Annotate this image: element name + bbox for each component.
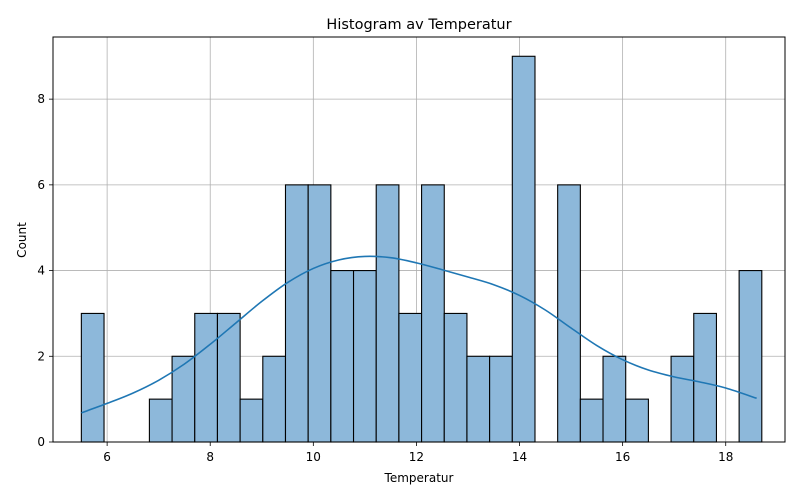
- kde-curve-layer: [81, 255, 757, 414]
- histogram-bar: [80, 312, 105, 443]
- histogram-bar: [216, 312, 241, 443]
- x-tick-label: 8: [206, 450, 214, 464]
- y-tick-label: 2: [37, 349, 45, 363]
- histogram-bars: [80, 55, 763, 443]
- y-tick-label: 0: [37, 435, 45, 449]
- histogram-bar: [511, 55, 536, 443]
- histogram-bar: [239, 398, 264, 443]
- histogram-bar: [421, 184, 445, 443]
- x-tick-label: 18: [718, 450, 733, 464]
- histogram-bar: [670, 355, 695, 443]
- histogram-bar: [375, 184, 400, 443]
- chart-title: Histogram av Temperatur: [326, 17, 511, 33]
- histogram-bar: [466, 355, 491, 443]
- histogram-bar: [489, 355, 513, 443]
- x-tick-label: 14: [512, 450, 527, 464]
- histogram-bar: [738, 270, 763, 443]
- histogram-bar: [398, 312, 423, 443]
- x-tick-label: 10: [306, 450, 321, 464]
- x-axis-label: Temperatur: [384, 471, 454, 485]
- histogram-bar: [693, 312, 717, 443]
- histogram-bar: [625, 398, 649, 443]
- y-axis-label: Count: [15, 222, 29, 258]
- histogram-bar: [262, 355, 287, 443]
- x-axis-ticks: 6 8 10 12 14 16 18: [103, 442, 733, 464]
- plot-frame: [52, 36, 786, 443]
- x-tick-label: 16: [615, 450, 630, 464]
- histogram-bar: [602, 355, 627, 443]
- histogram-bar: [352, 270, 377, 443]
- y-tick-label: 8: [37, 92, 45, 106]
- histogram-bar: [284, 184, 309, 443]
- histogram-bar: [148, 398, 173, 443]
- histogram-bar: [307, 184, 332, 443]
- y-tick-label: 6: [37, 178, 45, 192]
- histogram-bar: [557, 184, 581, 443]
- y-tick-label: 4: [37, 264, 45, 278]
- histogram-bar: [579, 398, 604, 443]
- x-tick-label: 12: [409, 450, 424, 464]
- x-tick-label: 6: [103, 450, 111, 464]
- histogram-bar: [194, 312, 218, 443]
- histogram-bar: [443, 312, 468, 443]
- kde-curve: [81, 255, 757, 414]
- y-axis-ticks: 0 2 4 6 8: [37, 92, 53, 449]
- histogram-bar: [330, 270, 355, 443]
